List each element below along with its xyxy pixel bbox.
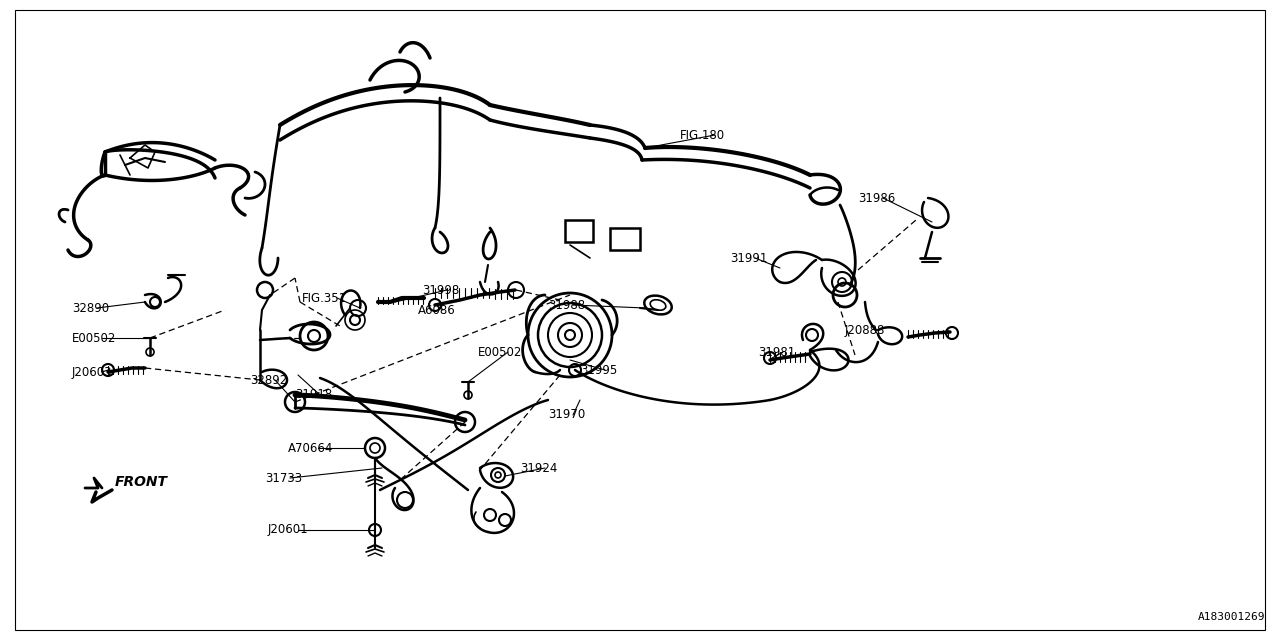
Text: 31991: 31991: [730, 252, 768, 264]
Text: J20603: J20603: [72, 365, 113, 378]
Text: 31733: 31733: [265, 472, 302, 484]
Text: J20888: J20888: [845, 323, 886, 337]
Text: FRONT: FRONT: [115, 475, 168, 489]
Text: 31981: 31981: [758, 346, 795, 358]
Bar: [564, 220, 593, 242]
Text: A6086: A6086: [419, 303, 456, 317]
Text: A183001269: A183001269: [1198, 612, 1265, 622]
Text: FIG.180: FIG.180: [680, 129, 726, 141]
Text: 31995: 31995: [580, 364, 617, 376]
Text: 31924: 31924: [520, 461, 557, 474]
Text: FIG.351: FIG.351: [302, 291, 347, 305]
Text: 31986: 31986: [858, 191, 895, 205]
Text: 32892: 32892: [250, 374, 287, 387]
Text: J20601: J20601: [268, 524, 308, 536]
Text: 31988: 31988: [548, 298, 585, 312]
Text: 32890: 32890: [72, 301, 109, 314]
Bar: [611, 228, 640, 250]
Text: 31970: 31970: [548, 408, 585, 422]
Text: E00502: E00502: [72, 332, 116, 344]
Text: A70664: A70664: [288, 442, 333, 454]
Text: E00502: E00502: [477, 346, 522, 358]
Text: 31918: 31918: [294, 388, 333, 401]
Text: 31998: 31998: [422, 284, 460, 296]
